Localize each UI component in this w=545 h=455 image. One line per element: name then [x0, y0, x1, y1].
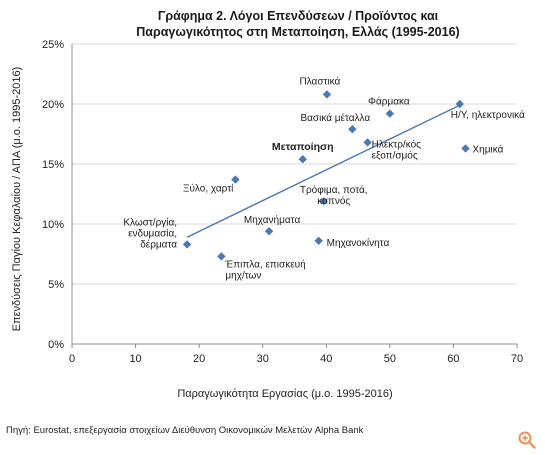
point-label: Ηλεκτρ/κός εξοπ/σμός — [372, 138, 422, 161]
x-tick-label: 50 — [384, 353, 396, 365]
data-point — [217, 252, 226, 261]
trendline — [186, 104, 461, 238]
gridlines — [72, 43, 517, 285]
chart-title-line: Γράφημα 2. Λόγοι Επενδύσεων / Προϊόντος … — [158, 9, 439, 23]
y-tick-labels: 0% 5% 10% 15% 20% 25% — [42, 39, 64, 351]
x-tick-label: 0 — [69, 353, 75, 365]
chart-title-line: Παραγωγικότητος στη Μεταποίηση, Ελλάς (1… — [136, 25, 459, 39]
x-tick-label: 20 — [193, 353, 205, 365]
data-point — [461, 144, 470, 153]
point-labels: Κλωστ/ργία, ενδυμασία, δέρματα Έπιπλα, επισ… — [123, 75, 525, 281]
x-tick-label: 10 — [129, 353, 141, 365]
source-note: Πηγή: Eurostat, επεξεργασία στοιχείων Δι… — [6, 425, 364, 436]
x-tick-label: 60 — [447, 353, 459, 365]
point-label: Έπιπλα, επισκευή μηχ/των — [224, 258, 305, 281]
point-label: Μεταποίηση — [272, 141, 334, 153]
data-point — [319, 197, 328, 206]
data-points — [182, 90, 470, 261]
point-label: Πλαστικά — [299, 75, 340, 87]
data-point — [455, 99, 464, 109]
y-tick-label: 20% — [42, 99, 64, 111]
x-axis-title: Παραγωγικότητα Εργασίας (μ.ο. 1995-2016) — [177, 388, 392, 400]
point-label: Βασικά μέταλλα — [300, 112, 370, 124]
point-label: Η/Υ, ηλεκτρονικά — [451, 109, 525, 121]
data-point — [363, 138, 372, 147]
x-tick-label: 40 — [320, 353, 332, 365]
point-label: Φάρμακα — [368, 96, 410, 108]
x-tick-labels: 0 10 20 30 40 50 60 70 — [69, 353, 523, 365]
x-tick-label: 70 — [511, 353, 523, 365]
data-point — [322, 90, 332, 99]
point-label: Μηχανήματα — [244, 214, 301, 226]
y-tick-label: 5% — [48, 279, 64, 291]
trendline-group — [186, 104, 461, 238]
data-point — [385, 109, 395, 118]
point-label: Μηχανοκίνητα — [327, 237, 390, 249]
chart-title: Γράφημα 2. Λόγοι Επενδύσεων / Προϊόντος … — [136, 9, 459, 39]
data-point — [182, 240, 192, 249]
point-label: Χημικά — [473, 143, 504, 155]
y-tick-label: 10% — [42, 219, 64, 231]
x-tick-label: 30 — [257, 353, 269, 365]
data-point — [231, 175, 240, 184]
data-point — [314, 236, 323, 245]
axes — [71, 44, 518, 348]
y-tick-label: 15% — [42, 159, 64, 171]
data-point — [348, 125, 357, 134]
point-label: Τρόφιμα, ποτά, καπνός — [300, 184, 368, 207]
zoom-in-icon[interactable] — [517, 430, 537, 450]
data-point — [298, 155, 307, 164]
y-tick-label: 0% — [48, 339, 64, 351]
point-label: Ξύλο, χαρτί — [183, 183, 234, 195]
y-tick-label: 25% — [42, 39, 64, 51]
data-point — [264, 227, 274, 236]
y-axis-title: Επενδύσεις Παγίου Κεφαλαίου / ΑΠΑ (μ.ο. … — [11, 67, 23, 332]
point-label: Κλωστ/ργία, ενδυμασία, δέρματα — [123, 216, 177, 250]
